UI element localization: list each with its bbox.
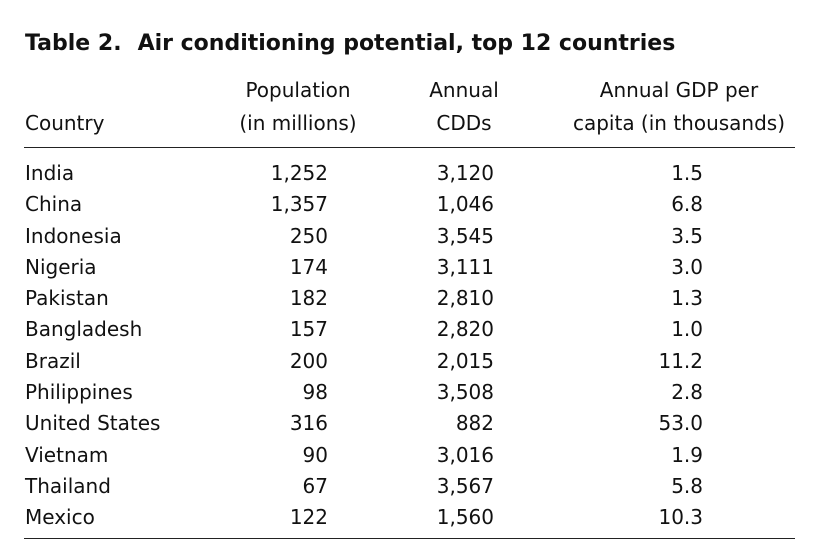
cell-cdds: 2,810: [436, 286, 494, 311]
cell-gdp: 1.0: [671, 317, 703, 342]
table-row: Philippines 98 3,508 2.8: [0, 377, 832, 408]
cell-country: Thailand: [25, 473, 111, 498]
table-row: China 1,357 1,046 6.8: [0, 189, 832, 220]
cell-country: Vietnam: [25, 442, 109, 467]
table-row: India 1,252 3,120 1.5: [0, 158, 832, 189]
cell-gdp: 5.8: [671, 473, 703, 498]
table-row: Indonesia 250 3,545 3.5: [0, 221, 832, 252]
cell-country: Pakistan: [25, 286, 109, 311]
cell-cdds: 3,120: [436, 161, 494, 185]
cell-gdp: 3.5: [671, 223, 703, 248]
cell-country: China: [25, 192, 83, 217]
cell-cdds: 3,016: [436, 442, 494, 467]
cell-population: 200: [289, 348, 328, 373]
table-title-label: Table 2.: [25, 31, 122, 56]
cell-country: United States: [25, 411, 161, 436]
cell-population: 122: [289, 505, 328, 530]
cell-population: 182: [289, 286, 328, 311]
table-row: Thailand 67 3,567 5.8: [0, 471, 832, 502]
cell-population: 1,252: [270, 161, 328, 185]
cell-cdds: 2,820: [436, 317, 494, 342]
cell-country: Bangladesh: [25, 317, 143, 342]
cell-cdds: 3,508: [436, 380, 494, 405]
column-header-population: Population (in millions): [228, 74, 368, 140]
cell-population: 1,357: [270, 192, 328, 217]
cell-gdp: 1.3: [671, 286, 703, 311]
table-row: Mexico 122 1,560 10.3: [0, 502, 832, 533]
cell-population: 67: [302, 473, 328, 498]
bottom-rule: [24, 538, 795, 539]
cell-country: Brazil: [25, 348, 81, 373]
cell-country: Nigeria: [25, 254, 97, 279]
cell-population: 250: [289, 223, 328, 248]
table-body: India 1,252 3,120 1.5 China 1,357 1,046 6.8 In…: [0, 158, 832, 534]
cell-gdp: 1.5: [671, 161, 703, 185]
cell-country: India: [25, 161, 75, 185]
cell-population: 90: [302, 442, 328, 467]
cell-country: Mexico: [25, 505, 95, 530]
cell-population: 316: [289, 411, 328, 436]
table-row: Bangladesh 157 2,820 1.0: [0, 314, 832, 345]
column-header-population-line-1: Population: [245, 78, 351, 102]
cell-cdds: 1,046: [436, 192, 494, 217]
cell-cdds: 3,545: [436, 223, 494, 248]
cell-gdp: 53.0: [658, 411, 703, 436]
cell-population: 98: [302, 380, 328, 405]
table-title-text: Air conditioning potential, top 12 count…: [137, 31, 676, 56]
column-header-population-line-2: (in millions): [239, 111, 357, 135]
cell-cdds: 1,560: [436, 505, 494, 530]
cell-gdp: 3.0: [671, 254, 703, 279]
table-title: Table 2. Air conditioning potential, top …: [25, 31, 675, 56]
cell-cdds: 2,015: [436, 348, 494, 373]
cell-gdp: 6.8: [671, 192, 703, 217]
cell-population: 157: [289, 317, 328, 342]
cell-country: Philippines: [25, 380, 133, 405]
cell-cdds: 3,111: [436, 254, 494, 279]
cell-gdp: 2.8: [671, 380, 703, 405]
column-header-country-label: Country: [25, 111, 105, 135]
table-row: Pakistan 182 2,810 1.3: [0, 283, 832, 314]
cell-gdp: 11.2: [658, 348, 703, 373]
table-row: Brazil 200 2,015 11.2: [0, 346, 832, 377]
table-row: Nigeria 174 3,111 3.0: [0, 252, 832, 283]
cell-cdds: 882: [455, 411, 494, 436]
table-row: Vietnam 90 3,016 1.9: [0, 440, 832, 471]
column-header-cdds-line-1: Annual: [429, 78, 499, 102]
header-rule: [24, 147, 795, 148]
cell-gdp: 1.9: [671, 442, 703, 467]
column-header-country: Country: [25, 107, 104, 140]
column-header-cdds-line-2: CDDs: [436, 111, 492, 135]
column-header-gdp: Annual GDP per capita (in thousands): [562, 74, 796, 140]
table-row: United States 316 882 53.0: [0, 408, 832, 439]
column-header-cdds: Annual CDDs: [414, 74, 514, 140]
cell-gdp: 10.3: [658, 505, 703, 530]
column-header-gdp-line-2: capita (in thousands): [572, 111, 786, 135]
cell-cdds: 3,567: [436, 473, 494, 498]
cell-population: 174: [289, 254, 328, 279]
cell-country: Indonesia: [25, 223, 122, 248]
column-header-gdp-line-1: Annual GDP per: [599, 78, 759, 102]
